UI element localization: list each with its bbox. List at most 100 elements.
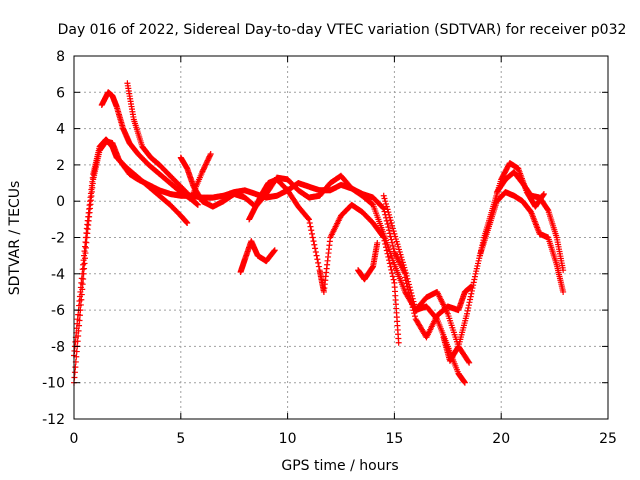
series-track-7 xyxy=(246,176,402,346)
plus-marker xyxy=(560,267,567,274)
plus-marker xyxy=(389,273,396,280)
plus-marker xyxy=(466,299,473,306)
x-tick-label: 0 xyxy=(70,431,79,447)
x-tick-label: 15 xyxy=(385,431,403,447)
plus-marker xyxy=(389,242,396,249)
plus-marker xyxy=(466,359,473,366)
plus-marker xyxy=(71,369,78,376)
plus-marker xyxy=(389,270,396,277)
plus-marker xyxy=(386,211,393,218)
plus-marker xyxy=(387,217,394,224)
plus-marker xyxy=(465,305,472,312)
plus-marker xyxy=(402,274,409,281)
plus-marker xyxy=(405,289,412,296)
plus-marker xyxy=(308,227,315,234)
y-tick-label: -4 xyxy=(51,267,65,283)
plus-marker xyxy=(470,282,477,289)
x-tick-label: 20 xyxy=(492,431,510,447)
plus-marker xyxy=(465,302,472,309)
plus-marker xyxy=(386,257,393,264)
plus-marker xyxy=(402,270,409,277)
axis-ticks xyxy=(73,55,609,420)
series-track-4 xyxy=(124,80,214,201)
plus-marker xyxy=(307,223,314,230)
series-track-1 xyxy=(71,138,468,386)
plus-marker xyxy=(81,265,88,272)
plus-marker xyxy=(384,206,391,213)
plus-marker xyxy=(560,288,567,295)
series-track-10 xyxy=(402,274,475,341)
x-tick-label: 10 xyxy=(279,431,297,447)
y-tick-label: 4 xyxy=(56,122,65,138)
plus-marker xyxy=(383,203,390,210)
plus-marker xyxy=(404,283,411,290)
series-track-12 xyxy=(476,189,567,295)
plus-marker xyxy=(471,276,478,283)
plus-marker xyxy=(315,263,322,270)
plus-marker xyxy=(309,234,316,241)
plus-marker xyxy=(380,192,387,199)
plus-marker xyxy=(385,253,392,260)
plus-marker xyxy=(390,276,397,283)
plus-marker xyxy=(402,277,409,284)
plus-marker xyxy=(389,225,396,232)
series-track-2 xyxy=(71,136,191,359)
plus-marker xyxy=(383,200,390,207)
plus-marker xyxy=(402,267,409,274)
plus-marker xyxy=(305,215,312,222)
y-tick-label: -8 xyxy=(51,339,65,355)
plus-marker xyxy=(384,221,391,228)
plus-marker xyxy=(385,209,392,216)
plus-marker xyxy=(305,216,312,223)
plus-marker xyxy=(81,260,88,267)
plus-marker xyxy=(409,304,416,311)
plus-marker xyxy=(313,252,320,259)
plus-marker xyxy=(306,219,313,226)
plus-marker xyxy=(461,379,468,386)
plus-marker xyxy=(464,307,471,314)
y-tick-label: -2 xyxy=(51,231,65,247)
plus-marker xyxy=(194,201,201,208)
plus-marker xyxy=(386,260,393,267)
y-tick-label: -10 xyxy=(42,376,65,392)
plus-marker xyxy=(271,247,278,254)
x-axis-label: GPS time / hours xyxy=(281,458,398,474)
plus-marker xyxy=(540,190,547,197)
data-marks xyxy=(71,80,567,386)
plus-marker xyxy=(411,310,418,317)
plus-marker xyxy=(312,245,319,252)
plus-marker xyxy=(380,205,387,212)
plus-marker xyxy=(207,152,214,159)
plus-marker xyxy=(470,279,477,286)
plus-marker xyxy=(83,239,90,246)
plus-marker xyxy=(380,234,387,241)
plus-marker xyxy=(454,344,461,351)
plus-marker xyxy=(382,198,389,205)
series-track-6 xyxy=(237,238,278,275)
plus-marker xyxy=(465,358,472,365)
grid-lines xyxy=(74,56,608,419)
plus-marker xyxy=(468,290,475,297)
y-tick-label: 8 xyxy=(56,49,65,65)
y-tick-label: 6 xyxy=(56,85,65,101)
plus-marker xyxy=(471,273,478,280)
y-tick-label: -6 xyxy=(51,303,65,319)
plus-marker xyxy=(82,244,89,251)
plus-marker xyxy=(383,244,390,251)
plus-marker xyxy=(79,281,86,288)
plus-marker xyxy=(315,259,322,266)
plus-marker xyxy=(406,292,413,299)
y-tick-label: 2 xyxy=(56,158,65,174)
plus-marker xyxy=(544,206,551,213)
x-tick-label: 25 xyxy=(599,431,617,447)
series-track-11 xyxy=(440,160,547,364)
plus-marker xyxy=(383,247,390,254)
plus-marker xyxy=(467,296,474,303)
plus-marker xyxy=(540,191,547,198)
plus-marker xyxy=(184,219,191,226)
plus-marker xyxy=(381,195,388,202)
x-tick-label: 5 xyxy=(176,431,185,447)
plus-marker xyxy=(207,151,214,158)
y-tick-labels: -12 -10 -8 -6 -4 -2 0 2 4 6 8 xyxy=(42,49,65,428)
